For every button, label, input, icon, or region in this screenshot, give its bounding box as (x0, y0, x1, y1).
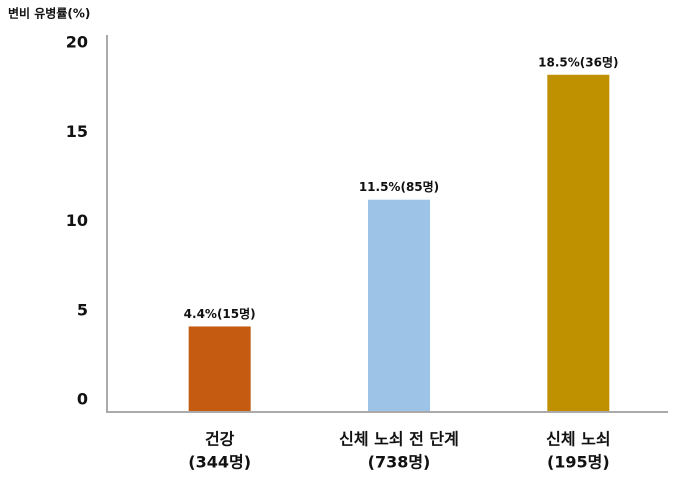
y-tick-label: 5 (77, 300, 88, 319)
x-tick-label: (344명) (188, 453, 251, 472)
y-tick-label: 10 (66, 211, 88, 230)
y-tick-label: 15 (66, 122, 88, 141)
bar (368, 199, 430, 411)
y-axis-label: 변비 유병률(%) (8, 6, 90, 21)
bar (547, 74, 610, 412)
y-tick-label: 20 (66, 33, 88, 52)
x-tick-label: (195명) (547, 453, 610, 472)
bar (188, 326, 251, 411)
x-tick-label: (738명) (368, 453, 431, 472)
y-tick-label: 0 (77, 390, 88, 409)
x-tick-label: 신체 노쇠 (546, 430, 610, 449)
value-label: 4.4%(15명) (184, 307, 256, 321)
value-label: 18.5%(36명) (538, 55, 618, 69)
value-label: 11.5%(85명) (359, 180, 439, 194)
x-tick-label: 건강 (205, 430, 235, 449)
x-tick-label: 신체 노쇠 전 단계 (339, 430, 459, 449)
